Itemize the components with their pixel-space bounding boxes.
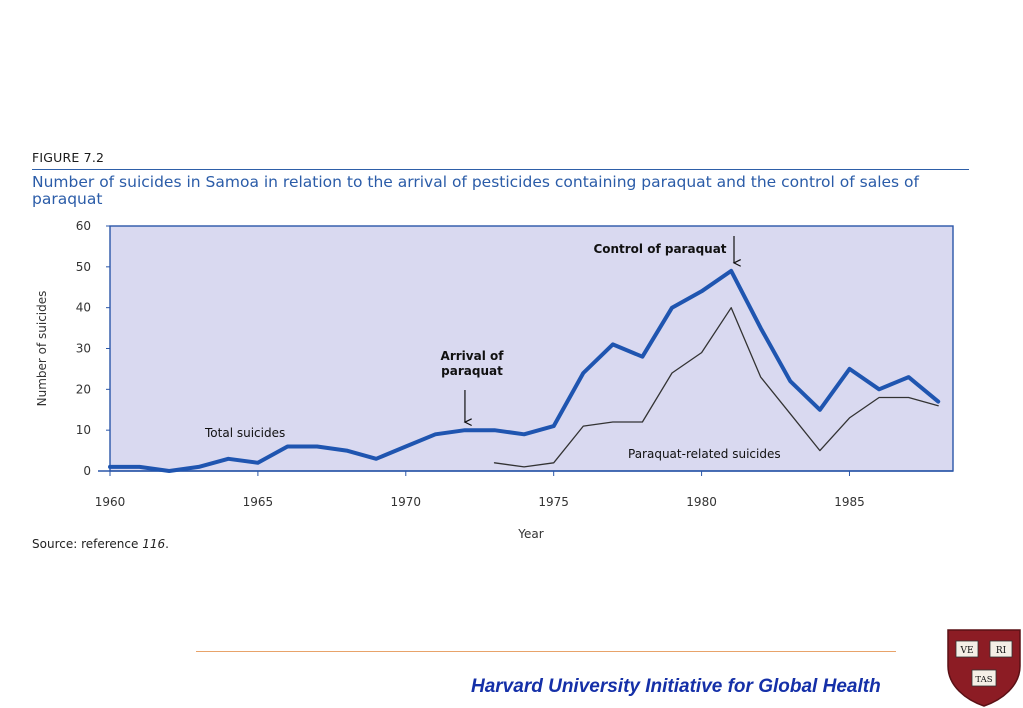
source-reference-number: 116	[142, 537, 166, 551]
series-label: Total suicides	[204, 426, 285, 440]
svg-text:RI: RI	[996, 646, 1007, 656]
footer-institution: Harvard University Initiative for Global…	[471, 676, 881, 697]
figure-title-rule	[32, 169, 969, 170]
seal-book-top-left: VE	[955, 640, 979, 658]
figure-title: Number of suicides in Samoa in relation …	[32, 173, 919, 208]
source-suffix: .	[165, 537, 169, 551]
y-tick-label: 60	[76, 219, 91, 233]
y-tick-label: 20	[76, 382, 91, 396]
footer-rule	[196, 651, 896, 652]
svg-text:VE: VE	[959, 646, 973, 656]
x-tick-label: 1965	[243, 495, 274, 509]
figure-label: FIGURE 7.2	[32, 150, 105, 165]
x-tick-label: 1975	[538, 495, 569, 509]
svg-text:TAS: TAS	[975, 675, 992, 685]
seal-book-bottom: TAS	[971, 669, 997, 687]
annotation-label: Arrival of	[441, 349, 505, 363]
y-tick-label: 50	[76, 260, 91, 274]
plot-area	[109, 225, 954, 472]
x-axis-label: Year	[517, 527, 543, 541]
seal-book-top-right: RI	[989, 640, 1013, 658]
x-tick-label: 1985	[834, 495, 865, 509]
y-axis-label: Number of suicides	[35, 291, 49, 407]
source-note: Source: reference 116.	[32, 537, 169, 551]
series-label: Paraquat-related suicides	[628, 447, 781, 461]
annotation-label: Control of paraquat	[593, 242, 726, 256]
x-tick-label: 1960	[95, 495, 126, 509]
harvard-shield-icon: VE RI TAS	[947, 629, 1021, 707]
total-suicides-line	[108, 268, 941, 473]
y-tick-label: 10	[76, 423, 91, 437]
x-tick-label: 1970	[391, 495, 422, 509]
source-prefix: Source: reference	[32, 537, 139, 551]
y-tick-label: 40	[76, 301, 91, 315]
y-tick-label: 30	[76, 342, 91, 356]
x-tick-label: 1980	[686, 495, 717, 509]
paraquat-suicides-line	[493, 307, 939, 468]
y-tick-label: 0	[83, 464, 91, 478]
annotation-label: paraquat	[441, 364, 503, 378]
